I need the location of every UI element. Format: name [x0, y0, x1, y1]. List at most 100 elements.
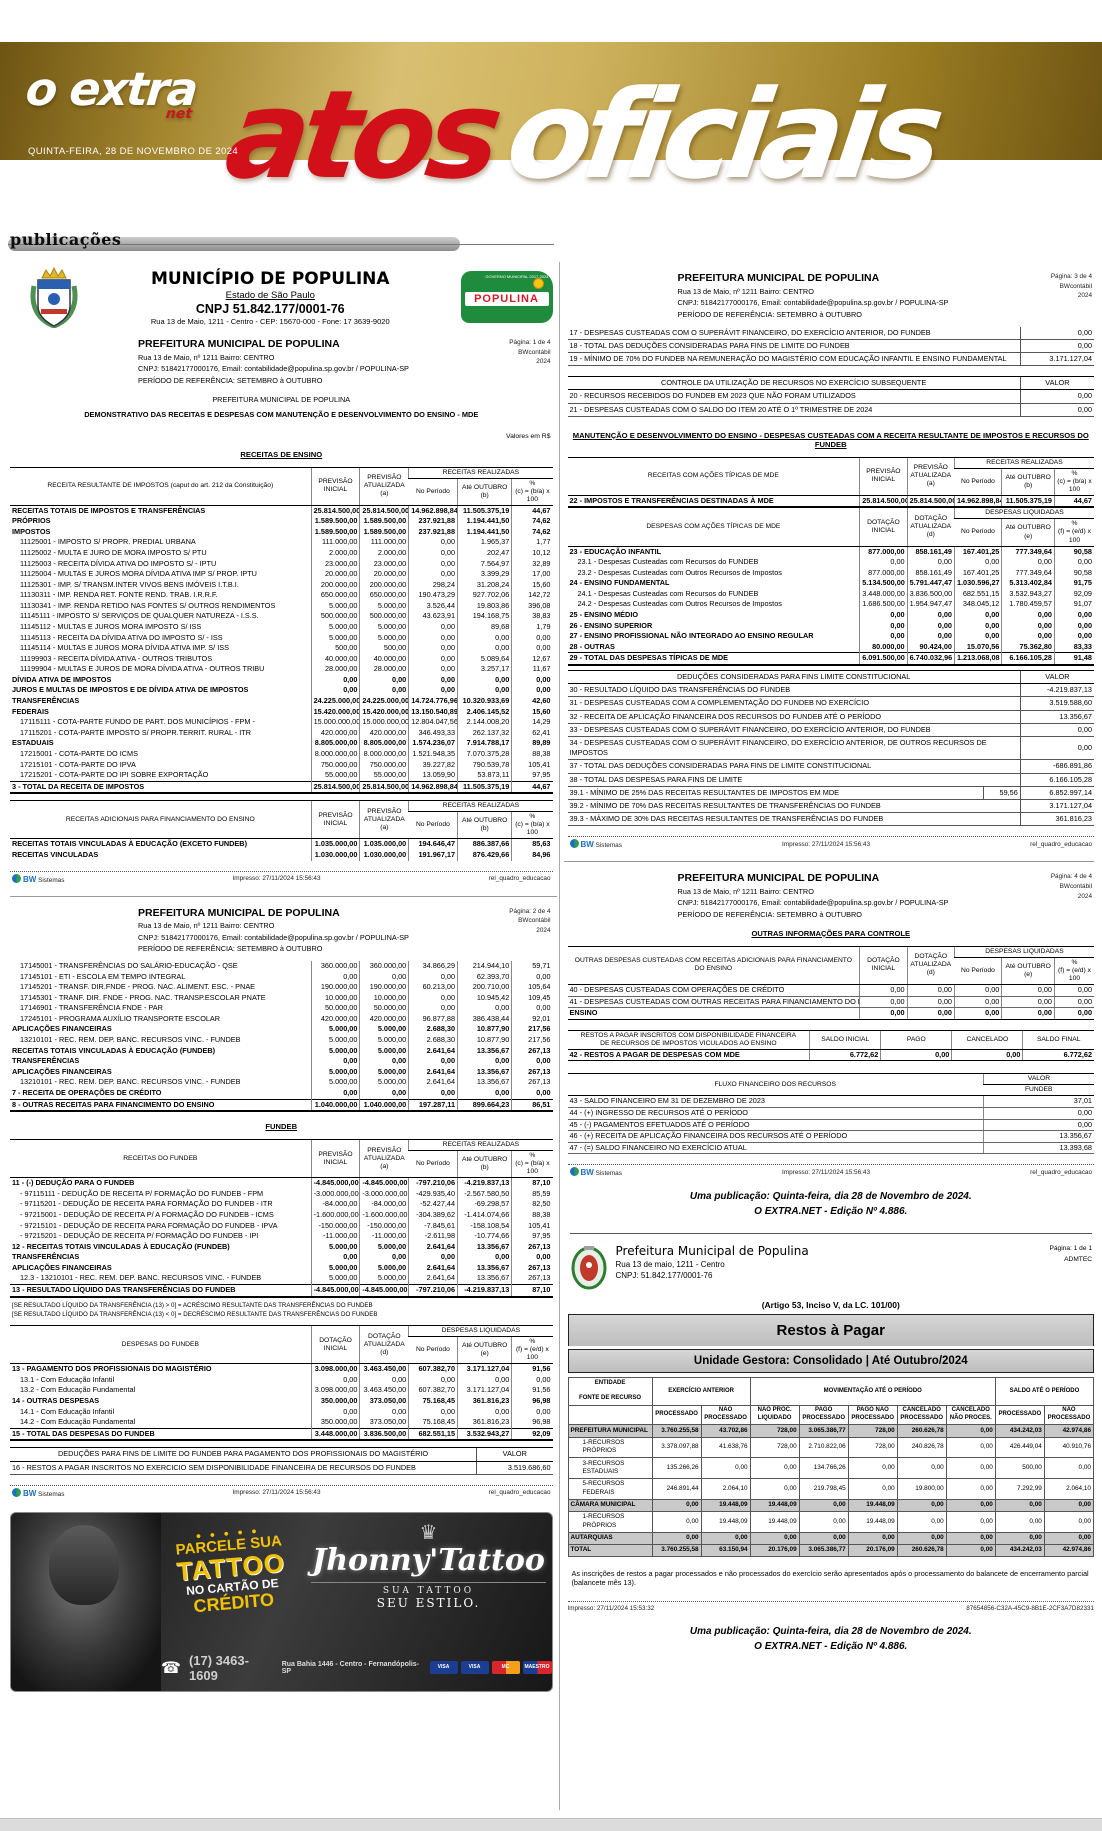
table-cell: 34 - DESPESAS CUSTEADAS COM O SUPERÁVIT … [567, 736, 1021, 761]
table-cell: 3.171.127,04 [1019, 352, 1094, 367]
table-cell: 40 - DESPESAS CUSTEADAS COM OPERAÇÕES DE… [567, 984, 860, 997]
table-cell: 0,00 [859, 631, 908, 642]
table-cell: 2.641,64 [408, 1045, 458, 1057]
table-cell: 10.000,00 [359, 992, 409, 1004]
ad-promo-block: ● ● ● ● ● PARCELE SUA TATTOO NO CARTÃO D… [158, 1523, 305, 1619]
table-cell: RECEITA RESULTANTE DE IMPOSTOS (caput do… [10, 466, 312, 506]
table-cell: 190.000,00 [359, 982, 409, 993]
system-name: ADMTEC [1064, 1255, 1092, 1263]
table-cell: 0,00 [408, 1056, 458, 1067]
bw-logo-icon [12, 873, 21, 883]
table-cell: No Período [408, 811, 458, 840]
table-cell: PREVISÃO INICIAL [310, 800, 360, 840]
maestro-logo: MAESTRO [522, 1661, 552, 1675]
table-cell: 0,00 [1001, 631, 1055, 642]
table-cell: 0,00 [408, 1374, 458, 1386]
table-row: APLICAÇÕES FINANCEIRAS 5.000,00 5.000,00 2.… [10, 1024, 553, 1036]
ad-tagline-1: SUA TATTOO [311, 1581, 546, 1596]
table-cell: 13.393,68 [982, 1142, 1094, 1155]
table-cell: 83,33 [1053, 641, 1094, 653]
table-cell: 5.089,64 [457, 653, 512, 665]
table-cell: 11130341 - IMP. RENDA RETIDO NAS FONTES … [20, 600, 276, 610]
table-cell: -10.774,66 [457, 1231, 512, 1242]
table-cell: 5.000,00 [359, 1066, 409, 1078]
table-cell: 2.641,64 [408, 1273, 458, 1285]
table-cell: 15.070,56 [953, 641, 1002, 653]
table-cell: 0,00 [457, 1087, 512, 1100]
table-cell: 237.921,88 [408, 516, 458, 527]
table-cell: 2.688,30 [408, 1024, 458, 1036]
table-cell: 3.760.255,58 [651, 1424, 702, 1438]
table-cell: - 97115111 - DEDUÇÃO DE RECEITA P/ FORMA… [20, 1188, 264, 1198]
table-cell: 90.424,00 [906, 641, 955, 653]
table-row: No Período Até OUTUBRO (b)% (c) = (b/a) x… [10, 811, 553, 840]
table-cell: 5.791.447,47 [906, 578, 955, 589]
admtec-org-name: Prefeitura Municipal de Populina [615, 1244, 809, 1259]
table-cell: 91,56 [511, 1385, 553, 1397]
table-row: PRÓPRIOS 1.589.500,00 1.589.500,00 237.921,… [10, 516, 553, 527]
table-row: 40 - DESPESAS CUSTEADAS COM OPERAÇÕES DE… [567, 984, 1094, 997]
table-cell: 11199903 - RECEITA DÍVIDA ATIVA - OUTROS… [20, 653, 213, 663]
table-cell: 0,00 [1053, 984, 1094, 997]
table-cell: 386.438,44 [457, 1013, 512, 1025]
table-row: 11125001 - IMPOSTO S/ PROPR. PREDIAL URB… [10, 537, 553, 548]
table-row: 42 - RESTOS A PAGAR DE DESPESAS COM MDE 6… [567, 1049, 1094, 1062]
report-id: rel_quadro_educacao [1030, 1168, 1092, 1176]
bw-sistemas-logo: BW Sistemas [12, 873, 64, 884]
table-cell: DEDUÇÕES CONSIDERADAS PARA FINS LIMITE C… [567, 669, 1021, 685]
table-cell: 41.638,76 [700, 1436, 751, 1459]
table-cell: 267,13 [511, 1045, 553, 1057]
table-cell: 0,00 [859, 984, 908, 997]
table-row: APLICAÇÕES FINANCEIRAS 5.000,00 5.000,00 2.… [10, 1066, 553, 1078]
table-cell: 0,00 [945, 1477, 996, 1500]
table-row: DESPESAS COM AÇÕES TÍPICAS DE MDE DOTAÇÃO… [567, 507, 1094, 547]
table-cell: 0,00 [749, 1457, 800, 1479]
table-cell: ENSINO [567, 1007, 860, 1020]
table-cell: 91,48 [1053, 652, 1094, 666]
bw-logo-icon [12, 1487, 21, 1497]
table-cell: 500.000,00 [359, 611, 409, 622]
table-cell: 1.965,37 [457, 537, 512, 548]
table-cell: 28 - OUTRAS [569, 641, 615, 651]
table-cell: 0,00 [511, 1056, 553, 1067]
table-cell: 6.166.105,28 [1001, 652, 1055, 666]
table-cell: RESTOS A PAGAR INSCRITOS COM DISPONIBILI… [567, 1029, 810, 1050]
table-cell: 1,77 [511, 537, 553, 548]
ad-tagline-2: SEU ESTILO. [376, 1595, 481, 1610]
table-cell: 88,38 [511, 748, 553, 760]
table-cell: 11125003 - RECEITA DÍVIDA ATIVA DO IMPOS… [20, 558, 217, 568]
table-cell: 28.000,00 [359, 664, 409, 675]
table-row: FLUXO FINANCEIRO DOS RECURSOS VALOR [567, 1073, 1094, 1097]
table-row: 27 - ENSINO PROFISSIONAL NÃO INTEGRADO A… [568, 631, 1094, 642]
table-row: 11130341 - IMP. RENDA RETIDO NAS FONTES … [10, 600, 553, 612]
table-cell: 0,00 [859, 996, 908, 1009]
table-cell: 5.000,00 [310, 621, 360, 633]
table-cell: 5.000,00 [310, 1262, 360, 1274]
table-cell: 1.040.000,00 [359, 1098, 409, 1113]
table-row: 16 - RESTOS A PAGAR INSCRITOS NO EXERCIC… [10, 1461, 553, 1475]
table-cell: -11.000,00 [310, 1231, 360, 1242]
table-cell: 777.349,64 [1001, 567, 1055, 579]
table-cell: 89,89 [511, 738, 553, 749]
table-cell: 11.505.375,19 [457, 780, 512, 795]
table-cell: 25.814.500,00 [859, 495, 908, 508]
table-cell: 0,00 [511, 632, 553, 644]
mastercard-logo: MC [491, 1661, 520, 1675]
table-cell: 0,00 [1053, 996, 1094, 1009]
table-cell: 13.356,67 [457, 1045, 512, 1057]
table-cell: 17145001 - TRANSFERÊNCIAS DO SALÁRIO-EDU… [20, 961, 238, 971]
restos-a-pagar-banner: Restos à Pagar [567, 1314, 1094, 1347]
table-cell: RECEITAS TOTAIS VINCULADAS À EDUCAÇÃO (E… [12, 839, 247, 849]
table-cell: 12.804.047,56 [408, 717, 458, 728]
visa-logo: VISA [429, 1661, 458, 1675]
doc-header-page1: PREFEITURA MUNICIPAL DE POPULINA Rua 13 … [138, 338, 551, 385]
table-cell: - 97215001 - DEDUÇÃO DE RECEITA P/ A FOR… [20, 1209, 274, 1219]
table-cell: 0,00 [408, 1087, 458, 1100]
table-cell: 200.000,00 [310, 579, 360, 591]
table-row: RESTOS A PAGAR INSCRITOS COM DISPONIBILI… [567, 1029, 1094, 1050]
table-cell: 0,00 [457, 643, 512, 654]
table-row: 28 - OUTRAS 80.000,00 90.424,00 15.070,56 75… [568, 641, 1094, 653]
table-cell: 3.399,29 [457, 569, 512, 580]
municipal-crest-icon [30, 266, 78, 328]
table-row: 26 - ENSINO SUPERIOR 0,00 0,00 0,00 0,00 0,00 [568, 620, 1094, 632]
